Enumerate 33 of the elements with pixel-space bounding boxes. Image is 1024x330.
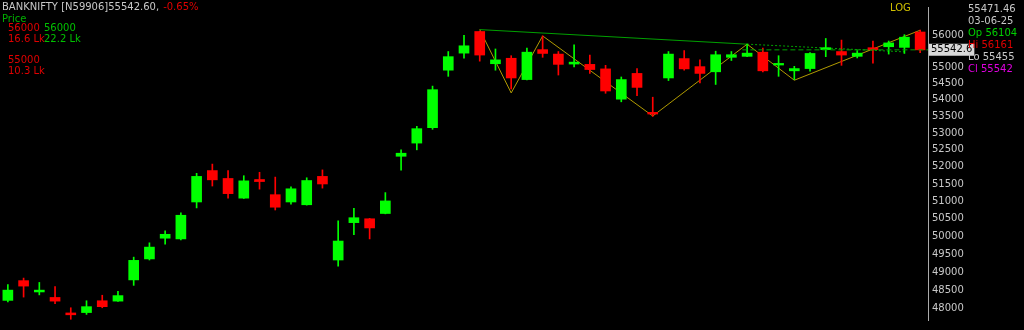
- y-tick-label: 52500: [932, 143, 964, 155]
- y-tick-label: 56000: [932, 28, 964, 40]
- y-tick-label: 54500: [932, 77, 964, 89]
- text: Cl 55542: [968, 63, 1013, 74]
- candlestick: [348, 207, 360, 235]
- y-tick-label: 55000: [932, 60, 964, 72]
- annotation: 56000: [8, 22, 40, 33]
- text: 55471.46: [968, 3, 1016, 14]
- chart-subtitle: -0.65%: [163, 1, 199, 12]
- y-tick-label: 50000: [932, 230, 964, 242]
- y-tick-label: 48000: [932, 302, 964, 314]
- y-tick-label: 52000: [932, 160, 964, 172]
- y-tick-label: 51000: [932, 194, 964, 206]
- y-tick-label: 49500: [932, 247, 964, 259]
- annotation: 56000: [44, 22, 76, 33]
- y-tick-label: 53000: [932, 126, 964, 138]
- y-tick-label: 54000: [932, 93, 964, 105]
- y-tick-label: 53500: [932, 109, 964, 121]
- text: Op 56104: [968, 27, 1018, 38]
- candlestick: [788, 65, 800, 80]
- chart-title: BANKNIFTY [N59906]55542.60,: [2, 1, 160, 12]
- candlestick: [395, 149, 407, 171]
- annotation: 22.2 Lk: [44, 33, 81, 44]
- annotation: Price: [2, 13, 27, 24]
- annotation: LOG: [890, 2, 911, 13]
- annotation: 10.3 Lk: [8, 65, 45, 76]
- text: 03-06-25: [968, 15, 1014, 26]
- annotation: 55000: [8, 54, 40, 65]
- y-tick-label: 50500: [932, 212, 964, 224]
- annotation: 16.6 Lk: [8, 33, 45, 44]
- y-tick-label: 51500: [932, 177, 964, 189]
- y-tick-label: 49000: [932, 265, 964, 277]
- y-tick-label: 48500: [932, 284, 964, 296]
